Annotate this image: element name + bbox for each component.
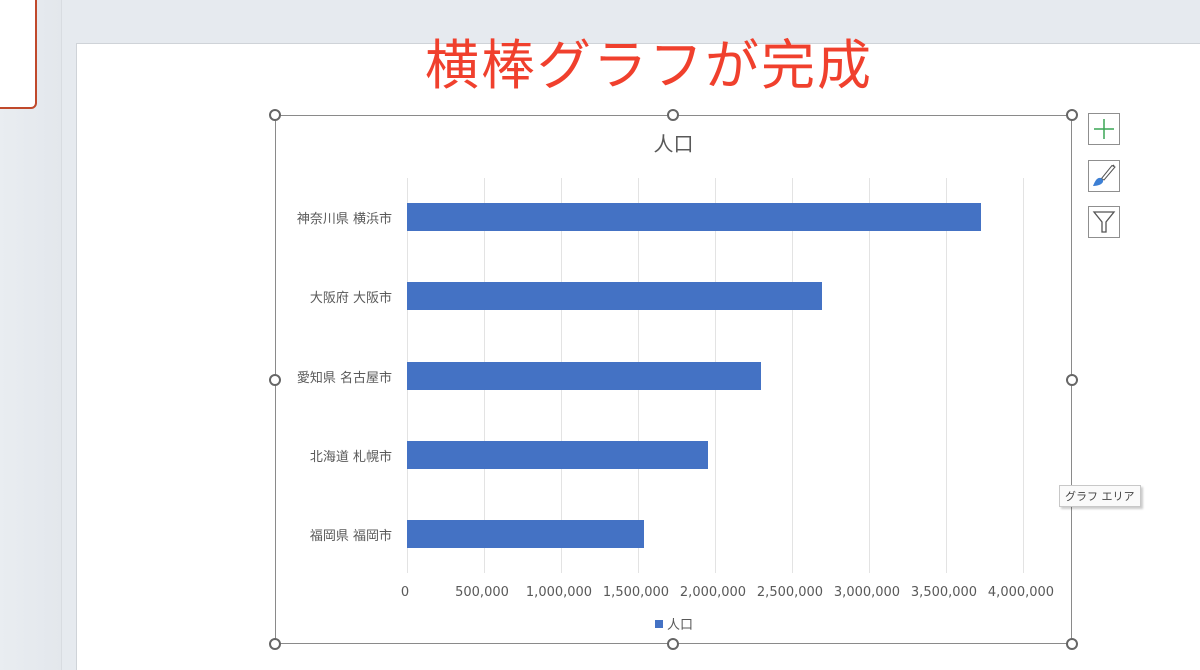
legend-label: 人口 bbox=[667, 618, 694, 633]
chart-styles-button[interactable] bbox=[1088, 160, 1120, 192]
plot-area[interactable] bbox=[407, 178, 1024, 573]
chart-title[interactable]: 人口 bbox=[653, 132, 694, 156]
bar-yokohama[interactable] bbox=[407, 203, 981, 231]
chart-elements-button[interactable] bbox=[1088, 113, 1120, 145]
gridline bbox=[1023, 178, 1024, 573]
tick-label: 1,500,000 bbox=[602, 585, 670, 600]
category-label: 大阪府 大阪市 bbox=[309, 291, 392, 306]
bar-nagoya[interactable] bbox=[407, 362, 761, 390]
gridline bbox=[792, 178, 793, 573]
plus-icon bbox=[1094, 119, 1114, 139]
filter-icon bbox=[1092, 211, 1116, 233]
annotation-title: 横棒グラフが完成 bbox=[425, 34, 873, 97]
tick-label: 2,500,000 bbox=[756, 585, 824, 600]
tick-label: 3,500,000 bbox=[910, 585, 978, 600]
resize-handle-right[interactable] bbox=[1066, 374, 1078, 386]
category-label: 神奈川県 横浜市 bbox=[296, 212, 392, 227]
resize-handle-bottom-right[interactable] bbox=[1066, 638, 1078, 650]
chart-legend[interactable]: 人口 bbox=[655, 614, 693, 633]
resize-handle-top-left[interactable] bbox=[269, 109, 281, 121]
tick-label: 0 bbox=[400, 585, 410, 600]
category-axis[interactable]: 神奈川県 横浜市 大阪府 大阪市 愛知県 名古屋市 北海道 札幌市 福岡県 福岡… bbox=[262, 178, 400, 573]
paintbrush-icon bbox=[1093, 164, 1116, 186]
resize-handle-bottom[interactable] bbox=[667, 638, 679, 650]
tick-label: 1,000,000 bbox=[525, 585, 593, 600]
legend-swatch bbox=[655, 619, 663, 628]
gridline bbox=[946, 178, 947, 573]
slide-thumbnail[interactable] bbox=[0, 0, 37, 109]
resize-handle-top[interactable] bbox=[667, 109, 679, 121]
tick-label: 3,000,000 bbox=[833, 585, 901, 600]
tooltip: グラフ エリア bbox=[1059, 485, 1141, 507]
tick-label: 2,000,000 bbox=[679, 585, 747, 600]
category-label: 愛知県 名古屋市 bbox=[296, 371, 392, 386]
resize-handle-bottom-left[interactable] bbox=[269, 638, 281, 650]
category-label: 北海道 札幌市 bbox=[309, 450, 392, 465]
category-label: 福岡県 福岡市 bbox=[309, 529, 392, 544]
chart-filters-button[interactable] bbox=[1088, 206, 1120, 238]
gridline bbox=[869, 178, 870, 573]
slide-thumbnail-panel bbox=[0, 0, 62, 670]
resize-handle-left[interactable] bbox=[269, 374, 281, 386]
tick-label: 4,000,000 bbox=[987, 585, 1055, 600]
bar-sapporo[interactable] bbox=[407, 441, 708, 469]
resize-handle-top-right[interactable] bbox=[1066, 109, 1078, 121]
tick-label: 500,000 bbox=[455, 585, 509, 600]
bar-fukuoka[interactable] bbox=[407, 520, 644, 548]
bar-osaka[interactable] bbox=[407, 282, 822, 310]
